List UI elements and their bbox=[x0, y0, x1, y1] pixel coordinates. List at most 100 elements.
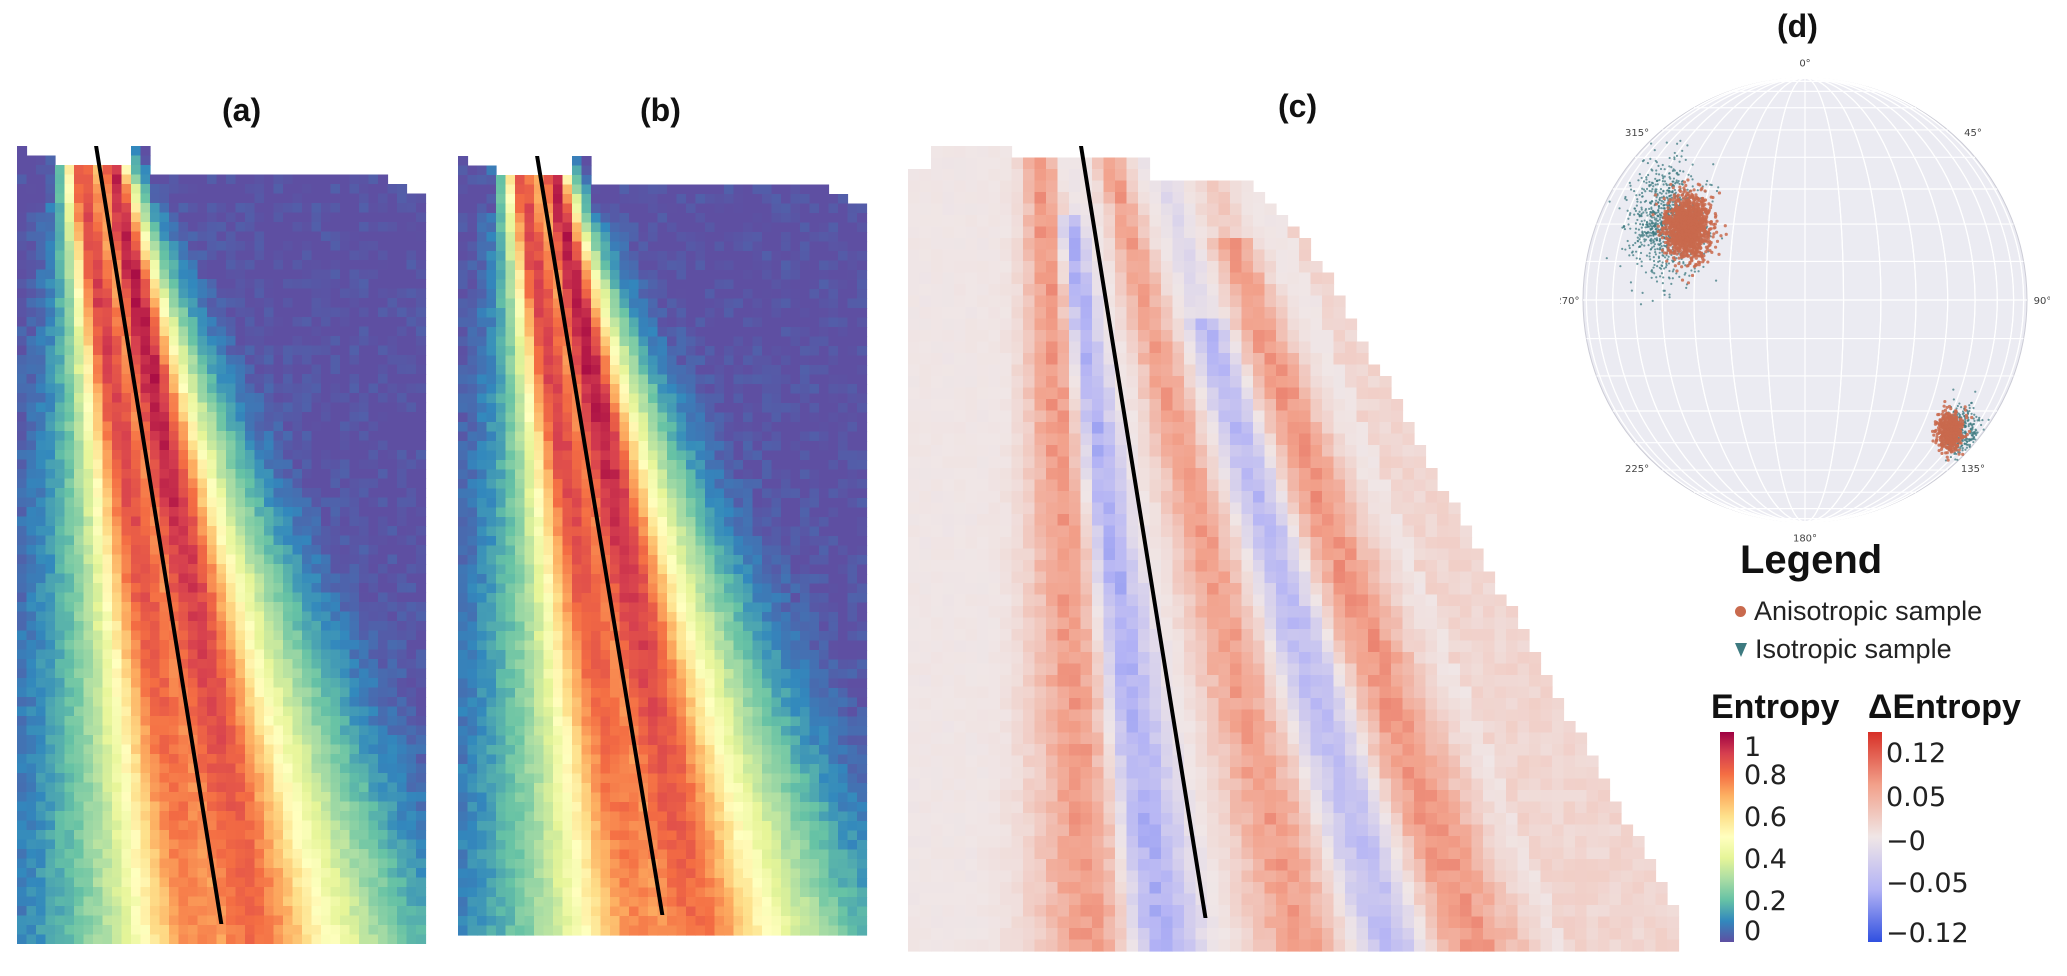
heatmap-cell bbox=[302, 526, 313, 537]
heatmap-cell bbox=[340, 830, 351, 841]
heatmap-cell bbox=[838, 222, 849, 233]
heatmap-cell bbox=[292, 298, 303, 309]
heatmap-cell bbox=[102, 716, 113, 727]
heatmap-cell bbox=[140, 497, 151, 508]
heatmap-cell bbox=[743, 327, 754, 338]
heatmap-cell bbox=[245, 288, 256, 299]
heatmap-cell bbox=[226, 611, 237, 622]
heatmap-cell bbox=[477, 507, 488, 518]
heatmap-cell bbox=[188, 887, 199, 898]
heatmap-cell bbox=[64, 383, 75, 394]
heatmap-cell bbox=[17, 241, 28, 252]
heatmap-cell bbox=[676, 336, 687, 347]
heatmap-cell bbox=[458, 460, 469, 471]
heatmap-cell bbox=[809, 384, 820, 395]
heatmap-cell bbox=[368, 573, 379, 584]
heatmap-cell bbox=[321, 592, 332, 603]
heatmap-cell bbox=[64, 355, 75, 366]
heatmap-cell bbox=[847, 355, 858, 366]
heatmap-cell bbox=[121, 602, 132, 613]
heatmap-cell bbox=[406, 763, 417, 774]
heatmap-cell bbox=[26, 659, 37, 670]
heatmap-cell bbox=[273, 497, 284, 508]
heatmap-cell bbox=[226, 412, 237, 423]
heatmap-cell bbox=[321, 269, 332, 280]
heatmap-cell bbox=[178, 668, 189, 679]
heatmap-cell bbox=[159, 621, 170, 632]
heatmap-cell bbox=[188, 421, 199, 432]
heatmap-cell bbox=[524, 460, 535, 471]
heatmap-cell bbox=[847, 298, 858, 309]
heatmap-cell bbox=[83, 554, 94, 565]
heatmap-cell bbox=[292, 573, 303, 584]
heatmap-cell bbox=[397, 193, 408, 204]
heatmap-cell bbox=[178, 222, 189, 233]
heatmap-cell bbox=[819, 441, 830, 452]
heatmap-cell bbox=[311, 478, 322, 489]
heatmap-cell bbox=[553, 184, 564, 195]
heatmap-cell bbox=[254, 298, 265, 309]
heatmap-cell bbox=[686, 469, 697, 480]
heatmap-cell bbox=[112, 868, 123, 879]
heatmap-cell bbox=[638, 222, 649, 233]
heatmap-cell bbox=[581, 251, 592, 262]
heatmap-cell bbox=[496, 260, 507, 271]
heatmap-cell bbox=[226, 830, 237, 841]
panel-b-title: (b) bbox=[640, 92, 681, 128]
heatmap-cell bbox=[762, 184, 773, 195]
heatmap-cell bbox=[245, 668, 256, 679]
heatmap-cell bbox=[591, 336, 602, 347]
heatmap-cell bbox=[235, 706, 246, 717]
heatmap-cell bbox=[83, 317, 94, 328]
heatmap-cell bbox=[140, 345, 151, 356]
heatmap-cell bbox=[226, 307, 237, 318]
heatmap-cell bbox=[283, 231, 294, 242]
heatmap-cell bbox=[64, 450, 75, 461]
heatmap-cell bbox=[496, 175, 507, 186]
heatmap-cell bbox=[264, 811, 275, 822]
heatmap-cell bbox=[534, 308, 545, 319]
heatmap-cell bbox=[36, 754, 47, 765]
heatmap-cell bbox=[733, 336, 744, 347]
heatmap-cell bbox=[36, 621, 47, 632]
heatmap-cell bbox=[553, 365, 564, 376]
heatmap-cell bbox=[93, 706, 104, 717]
heatmap-cell bbox=[330, 744, 341, 755]
heatmap-cell bbox=[387, 934, 398, 944]
heatmap-cell bbox=[416, 564, 427, 575]
heatmap-cell bbox=[458, 260, 469, 271]
heatmap-cell bbox=[534, 317, 545, 328]
heatmap-cell bbox=[36, 573, 47, 584]
heatmap-cell bbox=[857, 450, 868, 461]
heatmap-cell bbox=[26, 773, 37, 784]
heatmap-cell bbox=[131, 402, 142, 413]
heatmap-cell bbox=[387, 782, 398, 793]
heatmap-cell bbox=[216, 345, 227, 356]
heatmap-cell bbox=[235, 849, 246, 860]
heatmap-cell bbox=[93, 668, 104, 679]
heatmap-cell bbox=[93, 193, 104, 204]
heatmap-cell bbox=[102, 811, 113, 822]
heatmap-cell bbox=[17, 364, 28, 375]
heatmap-cell bbox=[26, 298, 37, 309]
heatmap-cell bbox=[207, 184, 218, 195]
heatmap-cell bbox=[771, 346, 782, 357]
heatmap-cell bbox=[610, 260, 621, 271]
heatmap-cell bbox=[26, 763, 37, 774]
heatmap-cell bbox=[321, 317, 332, 328]
heatmap-cell bbox=[121, 431, 132, 442]
heatmap-cell bbox=[102, 640, 113, 651]
heatmap-cell bbox=[591, 393, 602, 404]
heatmap-cell bbox=[397, 934, 408, 944]
heatmap-cell bbox=[416, 260, 427, 271]
heatmap-cell bbox=[781, 194, 792, 205]
heatmap-cell bbox=[368, 260, 379, 271]
heatmap-cell bbox=[477, 384, 488, 395]
heatmap-cell bbox=[64, 849, 75, 860]
heatmap-cell bbox=[292, 649, 303, 660]
heatmap-cell bbox=[102, 174, 113, 185]
heatmap-cell bbox=[36, 412, 47, 423]
heatmap-cell bbox=[349, 478, 360, 489]
heatmap-cell bbox=[273, 307, 284, 318]
heatmap-cell bbox=[140, 526, 151, 537]
